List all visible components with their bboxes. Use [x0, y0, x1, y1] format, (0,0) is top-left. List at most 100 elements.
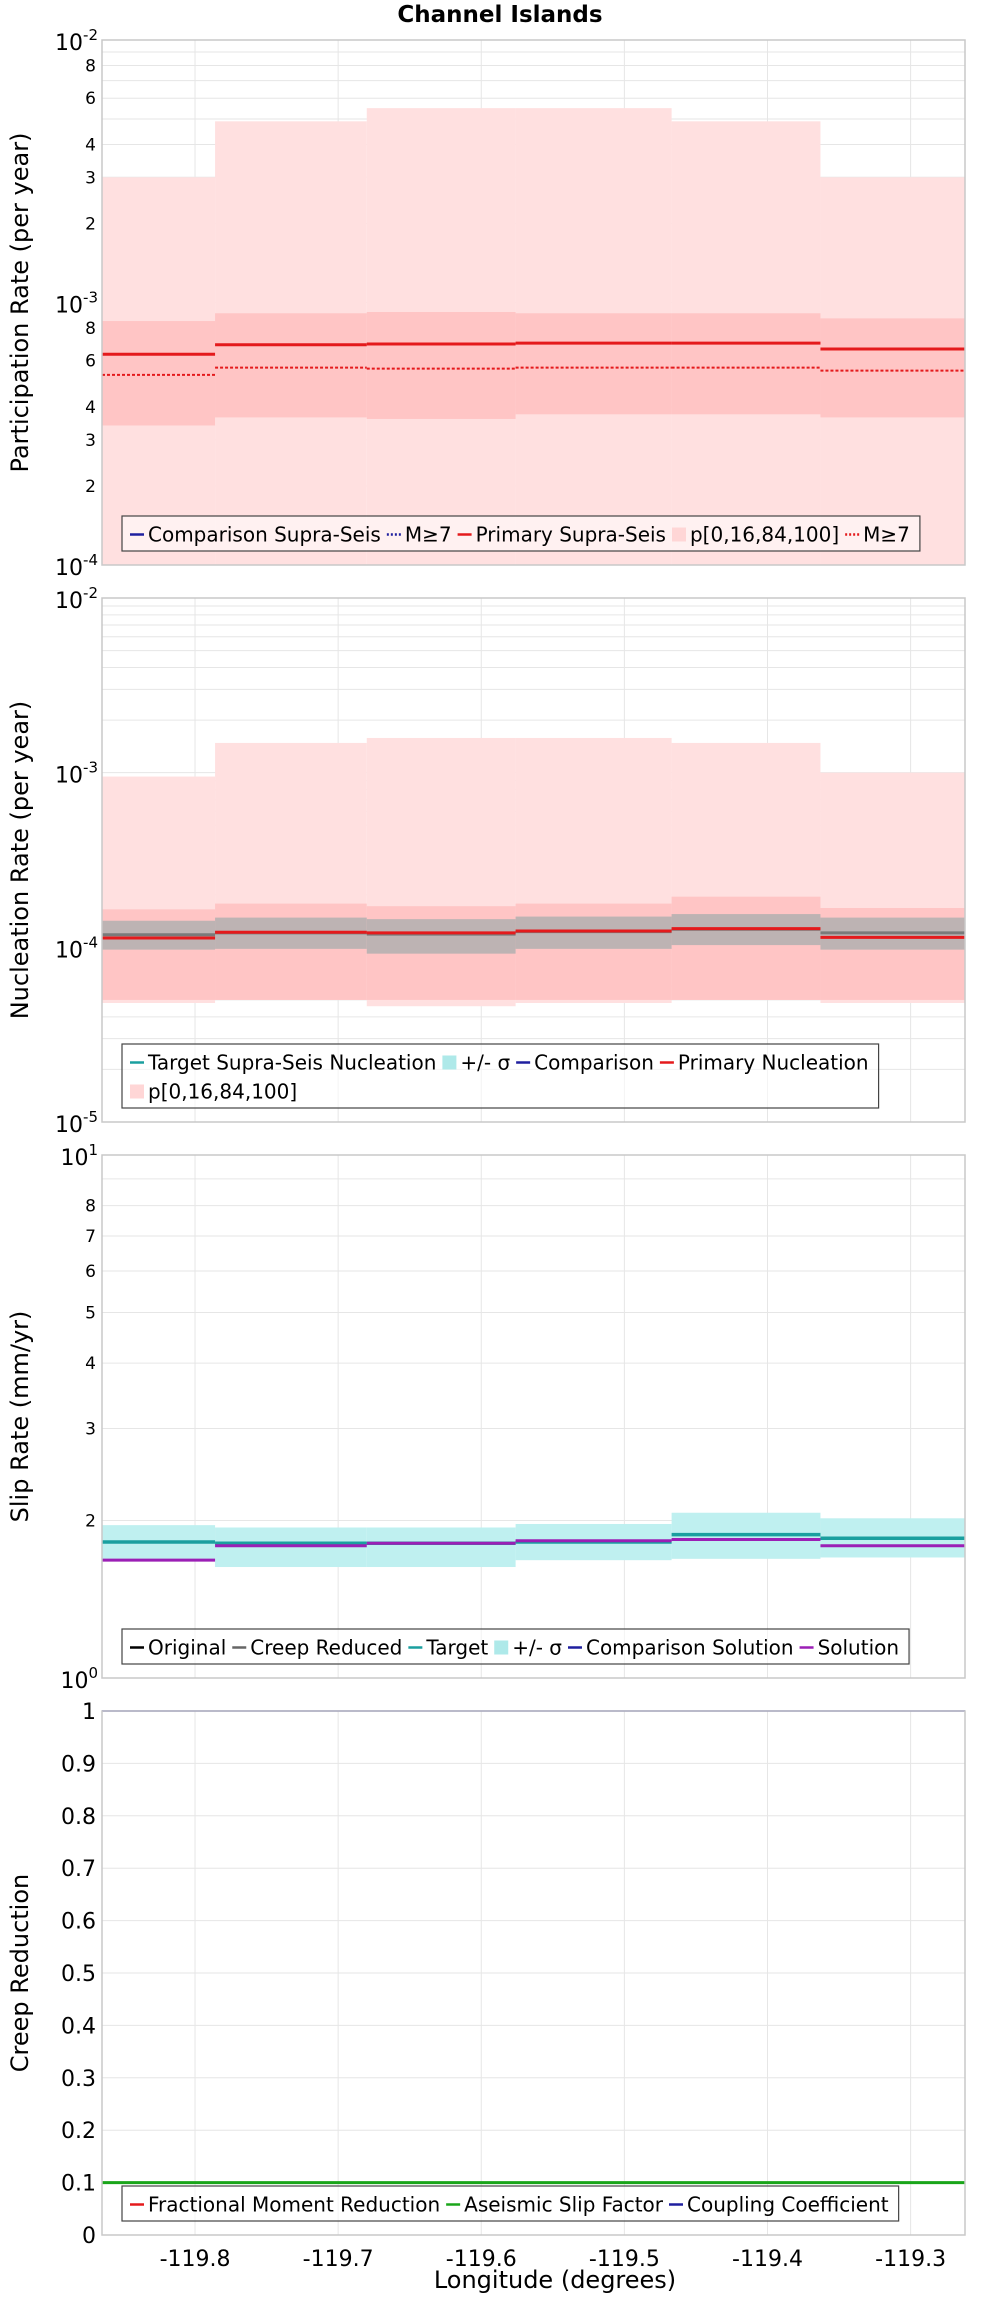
legend-item-label: Solution — [818, 1636, 899, 1660]
y-tick-label: 0.2 — [61, 2119, 96, 2144]
y-tick-label: 6 — [85, 1262, 96, 1282]
y-tick-label: 0.3 — [61, 2067, 96, 2092]
y-tick-label: 5 — [85, 1303, 96, 1323]
legend-symbol — [130, 1084, 144, 1099]
legend-box — [121, 515, 921, 552]
legend-item-label: Target — [425, 1636, 488, 1660]
legend-item-label: Comparison Solution — [586, 1636, 794, 1660]
legend-item-label: +/- σ — [512, 1636, 562, 1660]
legend-item-label: Target Supra-Seis Nucleation — [147, 1051, 436, 1075]
legend-box — [121, 1043, 880, 1109]
y-tick-label: 4 — [85, 1354, 96, 1374]
y-tick-label: 0.7 — [61, 1857, 96, 1882]
x-tick-label: -119.4 — [732, 2247, 803, 2272]
x-tick-label: -119.8 — [160, 2247, 231, 2272]
uncertainty-band — [515, 313, 672, 415]
y-tick-label: 10-3 — [55, 289, 98, 319]
y-tick-label: 2 — [85, 1512, 96, 1532]
legend-item-label: Primary Nucleation — [678, 1051, 869, 1075]
uncertainty-band — [820, 318, 965, 418]
legend: Original Creep Reduced Target +/- σ Comparis… — [121, 1628, 910, 1665]
plot-area — [102, 1155, 965, 1678]
y-tick-label: 3 — [85, 168, 96, 188]
y-tick-label: 0 — [82, 2224, 96, 2249]
uncertainty-band — [366, 312, 516, 419]
x-tick-label: -119.5 — [589, 2247, 660, 2272]
y-tick-label: 1 — [82, 1700, 96, 1725]
y-tick-label: 10-4 — [55, 933, 98, 963]
x-tick-label: -119.6 — [446, 2247, 517, 2272]
legend-item-label: p[0,16,84,100] — [690, 523, 839, 547]
legend-item-label: +/- σ — [460, 1051, 510, 1075]
y-tick-label: 6 — [85, 89, 96, 109]
y-axis-title: Slip Rate (mm/yr) — [6, 1311, 34, 1523]
y-tick-label: 10-2 — [55, 26, 98, 56]
y-tick-label: 10-5 — [55, 1108, 98, 1138]
legend-item-label: Original — [148, 1636, 226, 1660]
legend: Fractional Moment Reduction Aseismic Slip… — [121, 2185, 900, 2222]
y-tick-label: 10-2 — [55, 584, 98, 614]
plot-frame — [101, 597, 966, 1123]
panel-creep: 0 0.1 0.2 0.3 0.4 0.5 0.6 0.7 0.8 0.9 1 Creep Reduc… — [6, 1700, 966, 2249]
legend-symbol — [442, 1055, 457, 1070]
y-axis-title: Creep Reduction — [6, 1874, 34, 2072]
uncertainty-band — [671, 313, 821, 415]
legend-box — [121, 1628, 910, 1665]
x-tick-label: -119.7 — [303, 2247, 374, 2272]
y-tick-label: 7 — [85, 1227, 96, 1247]
y-tick-label: 10-3 — [55, 759, 98, 789]
y-tick-label: 100 — [60, 1664, 98, 1694]
uncertainty-band — [102, 321, 216, 426]
y-tick-label: 2 — [85, 214, 96, 234]
legend-item-label: Coupling Coefficient — [687, 2193, 889, 2217]
y-tick-label: 2 — [85, 477, 96, 497]
y-tick-label: 4 — [85, 398, 96, 418]
panel-nucleation: 10-5 10-4 10-3 10-2 Nucleation Rate (per yea… — [6, 584, 966, 1138]
legend-item-label: p[0,16,84,100] — [148, 1080, 297, 1104]
legend-symbol — [494, 1640, 509, 1655]
y-tick-label: 0.6 — [61, 1910, 96, 1935]
y-tick-label: 3 — [85, 1419, 96, 1439]
y-tick-label: 0.9 — [61, 1752, 96, 1777]
y-tick-label: 8 — [85, 319, 96, 339]
y-axis-title: Participation Rate (per year) — [6, 133, 34, 473]
legend-item-label: Creep Reduced — [250, 1636, 402, 1660]
y-tick-label: 0.1 — [61, 2172, 96, 2197]
legend-item-label: Fractional Moment Reduction — [148, 2193, 440, 2217]
legend-box — [121, 2185, 900, 2222]
uncertainty-band — [215, 313, 367, 418]
y-axis-title: Nucleation Rate (per year) — [6, 701, 34, 1020]
uncertainty-band — [366, 919, 516, 954]
plot-frame — [101, 1710, 966, 2236]
legend: Target Supra-Seis Nucleation +/- σ Compari… — [121, 1043, 880, 1109]
y-tick-label: 6 — [85, 352, 96, 372]
y-tick-label: 3 — [85, 431, 96, 451]
y-tick-label: 8 — [85, 1197, 96, 1217]
uncertainty-band — [366, 1527, 516, 1568]
y-tick-label: 0.4 — [61, 2014, 96, 2039]
legend-item-label: Primary Supra-Seis — [476, 523, 666, 547]
y-tick-label: 0.5 — [61, 1962, 96, 1987]
chart-title: Channel Islands — [397, 2, 602, 28]
panel-participation: 10-4 10-3 10-2 2 3 4 6 8 2 3 4 6 8 Participation Rate… — [6, 26, 966, 581]
plot-frame — [101, 1154, 966, 1679]
legend-symbol — [671, 527, 686, 542]
y-tick-label: 10-4 — [55, 551, 98, 581]
y-tick-label: 101 — [60, 1141, 98, 1171]
y-tick-label: 4 — [85, 135, 96, 155]
legend-item-label: Aseismic Slip Factor — [464, 2193, 664, 2217]
legend-item-label: M≥7 — [863, 523, 910, 547]
legend-item-label: M≥7 — [405, 523, 452, 547]
legend: Comparison Supra-Seis M≥7 Primary Supra-Se… — [121, 515, 921, 552]
x-tick-label: -119.3 — [875, 2247, 946, 2272]
y-tick-label: 8 — [85, 56, 96, 76]
uncertainty-band — [671, 896, 821, 1000]
plot-frame — [101, 39, 966, 566]
x-axis-title: Longitude (degrees) — [434, 2266, 676, 2294]
legend-item-label: Comparison Supra-Seis — [148, 523, 381, 547]
panel-slip: 100 101 2 3 4 5 6 7 8 Slip Rate (mm/yr) Original Cr… — [6, 1141, 966, 1694]
y-tick-label: 0.8 — [61, 1805, 96, 1830]
legend-item-label: Comparison — [534, 1051, 654, 1075]
